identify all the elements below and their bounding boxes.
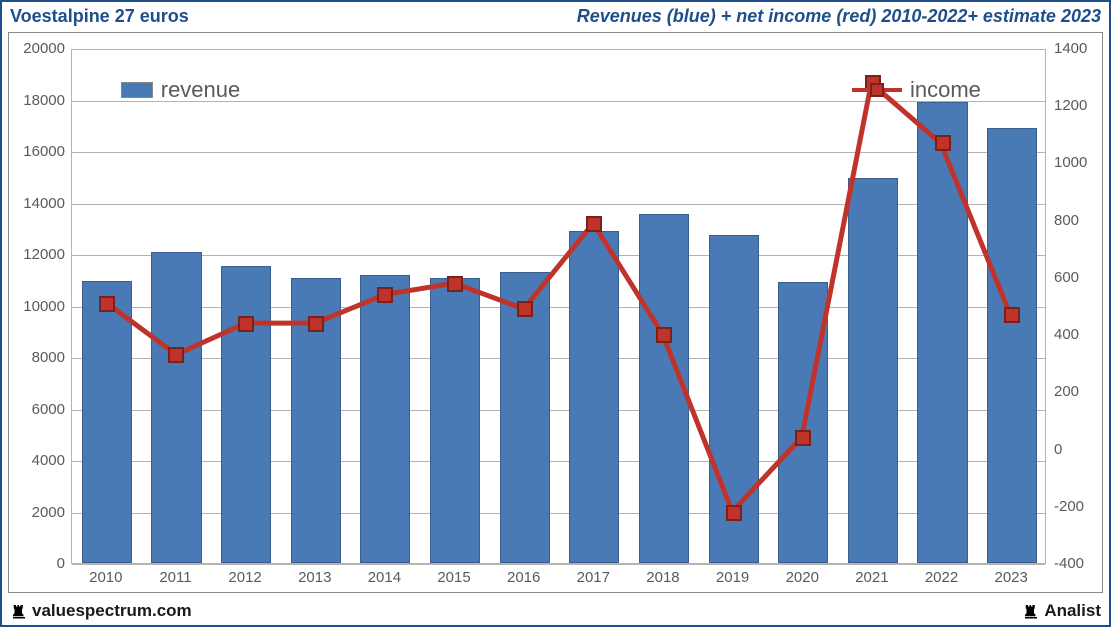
line-marker: [168, 347, 184, 363]
footer-left: valuespectrum.com: [10, 601, 192, 621]
line-marker: [308, 316, 324, 332]
xtick: 2018: [646, 569, 679, 586]
xtick: 2012: [228, 569, 261, 586]
footer-left-text: valuespectrum.com: [32, 601, 192, 621]
line-marker: [447, 276, 463, 292]
ytick-left: 10000: [23, 298, 65, 315]
xtick: 2020: [786, 569, 819, 586]
xtick: 2022: [925, 569, 958, 586]
line-marker: [377, 287, 393, 303]
ytick-right: 200: [1054, 383, 1079, 400]
ytick-left: 0: [57, 555, 65, 572]
line-marker: [99, 296, 115, 312]
line-marker: [795, 430, 811, 446]
footer-right: Analist: [1022, 601, 1101, 621]
title-right: Revenues (blue) + net income (red) 2010-…: [577, 6, 1101, 27]
title-row: Voestalpine 27 euros Revenues (blue) + n…: [10, 4, 1101, 28]
ytick-left: 14000: [23, 195, 65, 212]
xtick: 2023: [994, 569, 1027, 586]
ytick-left: 6000: [32, 401, 65, 418]
line-marker: [517, 301, 533, 317]
ytick-right: -200: [1054, 498, 1084, 515]
legend-swatch-bar: [121, 82, 153, 98]
ytick-left: 2000: [32, 504, 65, 521]
legend-label: revenue: [161, 77, 241, 103]
ytick-right: 1400: [1054, 40, 1087, 57]
ytick-right: 1200: [1054, 97, 1087, 114]
xtick: 2011: [159, 569, 191, 586]
xtick: 2014: [368, 569, 401, 586]
line-marker: [1004, 307, 1020, 323]
ytick-left: 8000: [32, 349, 65, 366]
ytick-right: 400: [1054, 326, 1079, 343]
chart-container: Voestalpine 27 euros Revenues (blue) + n…: [0, 0, 1111, 627]
xtick: 2017: [577, 569, 610, 586]
ytick-left: 18000: [23, 92, 65, 109]
ytick-left: 20000: [23, 40, 65, 57]
line-marker: [656, 327, 672, 343]
ytick-right: 600: [1054, 269, 1079, 286]
income-line: [72, 49, 1045, 563]
rook-icon: [1022, 602, 1040, 620]
plot-area: revenue income: [71, 49, 1046, 564]
ytick-left: 12000: [23, 246, 65, 263]
xtick: 2015: [437, 569, 470, 586]
legend-income: income: [852, 77, 981, 103]
xtick: 2019: [716, 569, 749, 586]
xtick: 2016: [507, 569, 540, 586]
line-marker: [586, 216, 602, 232]
ytick-left: 4000: [32, 452, 65, 469]
xtick: 2010: [89, 569, 122, 586]
legend-label: income: [910, 77, 981, 103]
ytick-right: 0: [1054, 441, 1062, 458]
rook-icon: [10, 602, 28, 620]
legend-revenue: revenue: [121, 77, 241, 103]
ytick-right: 800: [1054, 212, 1079, 229]
xtick: 2013: [298, 569, 331, 586]
ytick-right: -400: [1054, 555, 1084, 572]
ytick-right: 1000: [1054, 154, 1087, 171]
line-marker: [935, 135, 951, 151]
title-left: Voestalpine 27 euros: [10, 6, 189, 27]
gridline: [72, 564, 1045, 565]
line-marker: [238, 316, 254, 332]
line-marker: [726, 505, 742, 521]
plot-outer: revenueincome 02000400060008000100001200…: [8, 32, 1103, 593]
xtick: 2021: [855, 569, 888, 586]
footer-right-text: Analist: [1044, 601, 1101, 621]
ytick-left: 16000: [23, 143, 65, 160]
legend-swatch-line: [852, 82, 902, 98]
